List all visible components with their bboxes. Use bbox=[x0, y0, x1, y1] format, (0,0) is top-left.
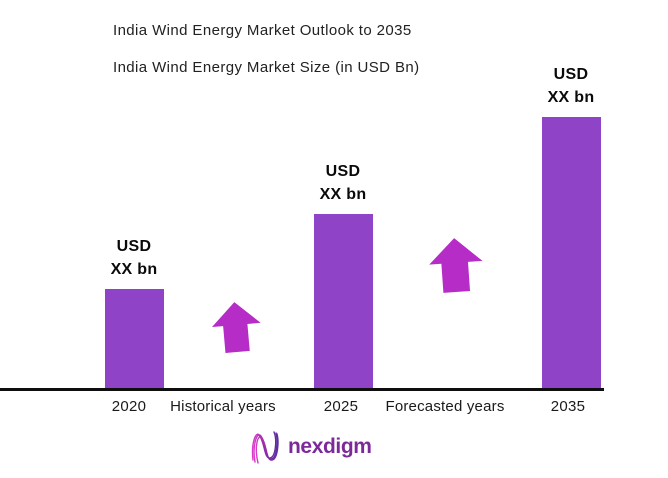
chart-subtitle: India Wind Energy Market Size (in USD Bn… bbox=[113, 59, 420, 76]
bar-value-line2: XX bn bbox=[319, 186, 367, 203]
x-axis-line bbox=[0, 388, 604, 391]
period-label-historical: Historical years bbox=[170, 398, 276, 415]
nexdigm-logo-mark-icon bbox=[251, 431, 279, 464]
up-arrow-icon bbox=[208, 299, 265, 355]
logo-text: nexdigm bbox=[288, 435, 372, 458]
chart-title: India Wind Energy Market Outlook to 2035 bbox=[113, 22, 412, 39]
bar-value-line2: XX bn bbox=[547, 89, 595, 106]
bar-2025 bbox=[313, 214, 373, 390]
bar-value-label: USD XX bn bbox=[320, 160, 367, 206]
bar-group-2025: USD XX bn bbox=[283, 160, 403, 390]
period-label-forecasted: Forecasted years bbox=[385, 398, 505, 415]
bar-value-line1: USD bbox=[325, 163, 361, 180]
bar-value-line2: XX bn bbox=[110, 261, 158, 278]
x-axis-label-2025: 2025 bbox=[323, 398, 359, 415]
bar-value-label: USD XX bn bbox=[111, 235, 158, 281]
bar-value-line1: USD bbox=[116, 238, 152, 255]
x-axis-label-2020: 2020 bbox=[111, 398, 147, 415]
bar-2035 bbox=[541, 117, 601, 390]
up-arrow-icon bbox=[425, 235, 487, 295]
bar-group-2020: USD XX bn bbox=[74, 235, 194, 390]
bar-value-label: USD XX bn bbox=[548, 63, 595, 109]
bar-2020 bbox=[104, 289, 164, 390]
nexdigm-logo: nexdigm bbox=[250, 428, 372, 466]
x-axis-label-2035: 2035 bbox=[550, 398, 586, 415]
bar-group-2035: USD XX bn bbox=[511, 63, 631, 390]
bar-value-line1: USD bbox=[553, 66, 589, 83]
